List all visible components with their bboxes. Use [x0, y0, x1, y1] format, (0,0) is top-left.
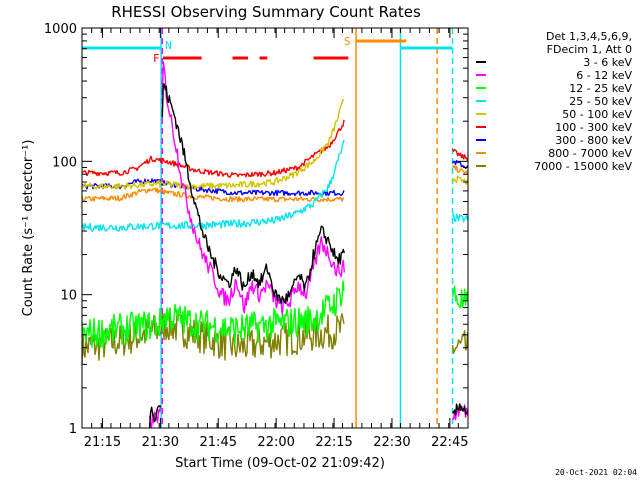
- legend-entry: 100 - 300 keV: [555, 121, 632, 134]
- series-line: [81, 139, 345, 232]
- series-line: [81, 280, 345, 349]
- series-line: [451, 164, 469, 175]
- series-line: [451, 285, 469, 309]
- x-tick-label: 22:00: [257, 435, 294, 450]
- legend-entry: 6 - 12 keV: [576, 69, 632, 82]
- timestamp: 20-Oct-2021 02:04: [555, 468, 637, 477]
- series-line: [451, 213, 469, 223]
- x-axis-label: Start Time (09-Oct-02 21:09:42): [175, 456, 385, 471]
- x-tick-label: 22:30: [373, 435, 410, 450]
- axes: 1 10 100 1000 21:15 21:30 21:45 22:00 22:15 22:30…: [44, 22, 469, 450]
- series-line: [148, 405, 162, 429]
- series-line: [451, 175, 469, 185]
- flag-label: N: [165, 39, 172, 52]
- y-axis-label: Count Rate (s⁻¹ detector⁻¹): [21, 140, 36, 317]
- series-line: [451, 330, 469, 354]
- y-tick-label: 100: [52, 155, 77, 170]
- legend-entry: 800 - 7000 keV: [548, 147, 632, 160]
- legend-header: Det 1,3,4,5,6,9,: [546, 30, 632, 43]
- series-line: [81, 178, 345, 197]
- series-line: [81, 119, 345, 178]
- legend: Det 1,3,4,5,6,9,FDecim 1, Att 03 - 6 keV…: [476, 30, 632, 173]
- chart-title: RHESSI Observing Summary Count Rates: [111, 3, 421, 21]
- y-tick-label: 10: [60, 289, 77, 304]
- legend-entry: 25 - 50 keV: [569, 95, 632, 108]
- series-line: [161, 83, 345, 305]
- series-line: [451, 148, 469, 162]
- x-tick-label: 21:45: [200, 435, 237, 450]
- y-tick-label: 1: [69, 422, 77, 437]
- legend-entry: 3 - 6 keV: [583, 56, 632, 69]
- y-tick-label: 1000: [44, 22, 77, 37]
- legend-entry: 7000 - 15000 keV: [534, 160, 632, 173]
- flag-label: S: [344, 35, 351, 48]
- legend-entry: 50 - 100 keV: [562, 108, 632, 121]
- legend-entry: 12 - 25 keV: [569, 82, 632, 95]
- series-line: [148, 405, 162, 428]
- x-tick-label: 22:45: [431, 435, 468, 450]
- series-line: [81, 98, 345, 191]
- flag-label: F: [153, 52, 160, 65]
- legend-entry: 300 - 800 keV: [555, 134, 632, 147]
- x-tick-label: 21:30: [142, 435, 179, 450]
- series-line: [81, 187, 345, 203]
- data-layer: NF S: [81, 28, 469, 429]
- series-line: [161, 61, 345, 316]
- x-tick-label: 22:15: [315, 435, 352, 450]
- legend-header: FDecim 1, Att 0: [547, 43, 632, 56]
- x-tick-label: 21:15: [84, 435, 121, 450]
- series-line: [452, 403, 468, 416]
